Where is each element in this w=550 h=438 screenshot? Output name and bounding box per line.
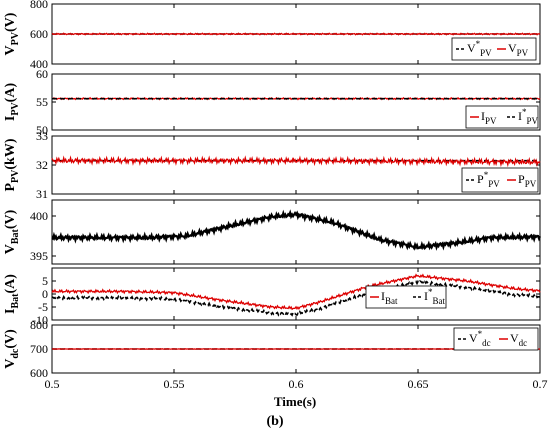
legend: V*PV VPV bbox=[451, 37, 537, 61]
y-tick-label: 600 bbox=[30, 366, 48, 380]
axes-frame bbox=[51, 199, 541, 265]
axes-frame bbox=[51, 267, 541, 321]
legend-box bbox=[453, 327, 539, 351]
series-line bbox=[51, 209, 542, 251]
y-tick-label: 700 bbox=[30, 342, 48, 356]
y-tick-label: 395 bbox=[30, 249, 48, 263]
legend-box bbox=[465, 105, 539, 129]
series-line bbox=[51, 273, 541, 311]
legend-box bbox=[451, 37, 537, 61]
legend-box bbox=[461, 167, 539, 193]
y-tick-label: 0 bbox=[42, 287, 48, 301]
panel-3: 395 400 VBat(V) bbox=[3, 199, 542, 265]
figure-caption: (b) bbox=[266, 414, 284, 429]
x-tick-label: 0.65 bbox=[408, 377, 429, 391]
panel-1: 50 55 60 IPV(A) IPV I*PV bbox=[3, 67, 541, 137]
y-tick-label: 55 bbox=[36, 95, 48, 109]
y-axis-label: PPV(kW) bbox=[3, 138, 21, 191]
y-tick-label: 800 bbox=[30, 0, 48, 11]
y-axis-label: VPV(V) bbox=[3, 12, 21, 55]
panel-4: -10-505 IBat(A) IBat I*Bat bbox=[3, 267, 541, 327]
series-line bbox=[51, 155, 541, 168]
y-tick-label: 50 bbox=[36, 123, 48, 137]
y-tick-label: 31 bbox=[36, 187, 48, 201]
y-axis-label: Vdc(V) bbox=[3, 329, 21, 369]
legend-label: IBat bbox=[381, 289, 398, 306]
legend-label: I*PV bbox=[518, 107, 539, 126]
x-axis-label: Time(s) bbox=[274, 394, 316, 409]
y-tick-label: 5 bbox=[42, 274, 48, 288]
y-tick-label: 33 bbox=[36, 129, 48, 143]
legend-label: I*Bat bbox=[424, 287, 445, 306]
y-tick-label: 600 bbox=[30, 27, 48, 41]
legend: IBat I*Bat bbox=[365, 285, 447, 309]
legend-label: V*dc bbox=[469, 329, 491, 348]
figure-canvas: 400 600 800 VPV(V) V*PV VPV 50 55 60 IPV(A) IPV I*P… bbox=[3, 0, 548, 409]
y-axis-label: IPV(A) bbox=[3, 83, 21, 122]
panels: 400 600 800 VPV(V) V*PV VPV 50 55 60 IPV(A) IPV I*P… bbox=[3, 0, 548, 391]
y-axis-label: IBat(A) bbox=[3, 274, 21, 314]
panel-2: 31 32 33 PPV(kW) P*PV PPV bbox=[3, 129, 541, 201]
legend-label: IPV bbox=[481, 109, 497, 126]
legend-label: Vdc bbox=[510, 331, 527, 348]
legend-label: PPV bbox=[518, 172, 537, 189]
y-tick-label: -5 bbox=[38, 300, 48, 314]
y-axis-label: VBat(V) bbox=[3, 209, 21, 254]
y-tick-label: 400 bbox=[30, 209, 48, 223]
y-tick-label: 800 bbox=[30, 318, 48, 332]
y-tick-label: -10 bbox=[32, 313, 48, 327]
x-tick-label: 0.55 bbox=[164, 377, 185, 391]
x-tick-label: 0.5 bbox=[45, 377, 60, 391]
legend: P*PV PPV bbox=[461, 167, 539, 193]
legend-box bbox=[365, 285, 447, 309]
legend-label: VPV bbox=[508, 41, 529, 58]
y-tick-label: 60 bbox=[36, 67, 48, 81]
legend-label: P*PV bbox=[477, 170, 500, 189]
x-tick-label: 0.6 bbox=[289, 377, 304, 391]
legend: IPV I*PV bbox=[465, 105, 539, 129]
y-tick-label: 400 bbox=[30, 57, 48, 71]
legend-label: V*PV bbox=[467, 39, 492, 58]
series-line bbox=[51, 279, 541, 318]
series-line bbox=[51, 32, 541, 36]
y-tick-label: 32 bbox=[36, 158, 48, 172]
panel-0: 400 600 800 VPV(V) V*PV VPV bbox=[3, 0, 541, 71]
legend: V*dc Vdc bbox=[453, 327, 539, 351]
panel-5: 600 700 800 0.5 0.55 0.6 0.65 0.7 Vdc(V) V*dc Vdc bbox=[3, 318, 548, 391]
x-tick-label: 0.7 bbox=[533, 377, 548, 391]
